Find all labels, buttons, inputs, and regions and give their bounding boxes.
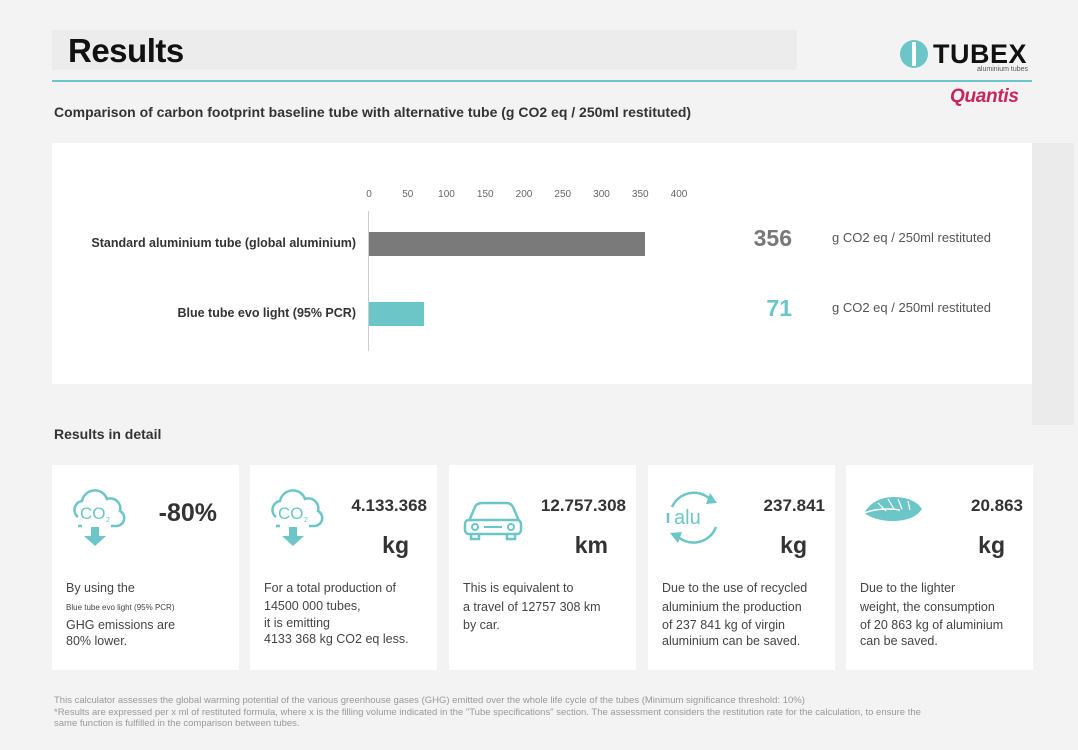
result-description: By using the Blue tube evo light (95% PC… bbox=[66, 579, 234, 649]
tubex-logo-icon bbox=[900, 40, 928, 68]
result-value: 12.757.308 bbox=[540, 496, 626, 515]
x-tick-label: 200 bbox=[515, 189, 533, 200]
x-tick-label: 350 bbox=[631, 189, 649, 200]
result-value: 4.133.368 bbox=[351, 496, 427, 515]
chart-bar bbox=[369, 232, 645, 256]
result-description: For a total production of 14500 000 tube… bbox=[264, 579, 432, 647]
result-card-ghg-reduction: CO 2 -80% By using the Blue tube evo lig… bbox=[52, 465, 239, 670]
result-card-lighter-weight: 20.863 kg Due to the lighter weight, the… bbox=[846, 465, 1033, 670]
description-line: a travel of 12757 308 km bbox=[463, 600, 601, 614]
description-line: Due to the use of recycled bbox=[662, 581, 808, 595]
chart-title: Comparison of carbon footprint baseline … bbox=[54, 104, 692, 120]
x-tick-label: 50 bbox=[402, 189, 414, 200]
co2-reduction-icon: CO 2 bbox=[73, 489, 126, 546]
quantis-logo: Quantis bbox=[950, 86, 1019, 107]
result-unit: kg bbox=[382, 532, 409, 558]
category-label: Blue tube evo light (95% PCR) bbox=[177, 306, 357, 320]
chart-bar bbox=[369, 302, 425, 326]
result-card-car-distance: 12.757.308 km This is equivalent to a tr… bbox=[449, 465, 636, 670]
header-divider bbox=[52, 80, 1032, 82]
description-line: GHG emissions are bbox=[66, 618, 176, 632]
result-unit: kg bbox=[780, 532, 807, 558]
aluminium-recycling-icon: alu bbox=[666, 491, 718, 544]
footnote: This calculator assesses the global warm… bbox=[54, 695, 1014, 730]
x-tick-label: 400 bbox=[670, 189, 688, 200]
result-value: 237.841 bbox=[763, 496, 825, 515]
bar-value-label: 71 bbox=[766, 295, 792, 321]
description-line: 80% lower. bbox=[66, 634, 128, 648]
tubex-logo: TUBEX aluminium tubes bbox=[900, 39, 1032, 76]
x-tick-label: 150 bbox=[476, 189, 494, 200]
description-line: aluminium the production bbox=[662, 600, 802, 614]
title-band bbox=[52, 30, 797, 70]
result-value: -80% bbox=[158, 499, 217, 527]
description-line: For a total production of bbox=[264, 581, 397, 595]
co2-reduction-icon: CO 2 bbox=[271, 489, 324, 546]
result-unit: km bbox=[574, 532, 608, 558]
result-description: This is equivalent to a travel of 12757 … bbox=[463, 579, 631, 633]
description-line: Blue tube evo light (95% PCR) bbox=[66, 603, 175, 612]
result-card-co2-saved: CO 2 4.133.368 kg For a total production… bbox=[250, 465, 437, 670]
x-tick-label: 100 bbox=[438, 189, 455, 200]
description-line: of 237 841 kg of virgin bbox=[662, 618, 785, 632]
svg-text:CO: CO bbox=[80, 504, 106, 523]
description-line: it is emitting bbox=[264, 616, 330, 630]
description-line: 14500 000 tubes, bbox=[264, 599, 361, 613]
result-unit: kg bbox=[978, 532, 1005, 558]
footnote-line: *Results are expressed per x ml of resti… bbox=[54, 706, 921, 718]
footnote-line: same function is fulfilled in the compar… bbox=[54, 718, 300, 729]
description-line: By using the bbox=[66, 581, 135, 595]
chart-side-panel bbox=[1032, 143, 1074, 425]
bar-unit-label: g CO2 eq / 250ml restituted bbox=[832, 230, 991, 245]
details-heading: Results in detail bbox=[54, 426, 162, 442]
feather-icon bbox=[863, 497, 922, 521]
result-description: Due to the use of recycled aluminium the… bbox=[662, 579, 830, 649]
result-card-recycled-aluminium: alu 237.841 kg Due to the use of recycle… bbox=[648, 465, 835, 670]
car-icon bbox=[463, 501, 523, 541]
page-title: Results bbox=[68, 32, 184, 69]
comparison-chart: 0 50 100 150 200 250 300 350 400 Standard alumini… bbox=[52, 143, 1032, 384]
description-line: 4133 368 kg CO2 eq less. bbox=[264, 632, 409, 646]
description-line: aluminium can be saved. bbox=[662, 634, 801, 648]
description-line: of 20 863 kg of aluminium bbox=[860, 618, 1004, 632]
svg-text:2: 2 bbox=[304, 517, 308, 524]
tubex-logo-tagline: aluminium tubes bbox=[977, 66, 1028, 73]
bar-unit-label: g CO2 eq / 250ml restituted bbox=[832, 300, 991, 315]
x-tick-label: 0 bbox=[366, 189, 372, 200]
result-value: 20.863 bbox=[971, 496, 1023, 515]
bar-value-label: 356 bbox=[753, 225, 792, 251]
svg-text:alu: alu bbox=[674, 507, 701, 529]
description-line: Due to the lighter bbox=[860, 581, 956, 595]
description-line: by car. bbox=[463, 618, 500, 632]
x-tick-label: 250 bbox=[554, 189, 572, 200]
svg-text:2: 2 bbox=[106, 517, 110, 524]
category-label: Standard aluminium tube (global aluminiu… bbox=[91, 236, 356, 250]
chart-axis-line bbox=[368, 211, 369, 351]
x-tick-label: 300 bbox=[593, 189, 610, 200]
footnote-line: This calculator assesses the global warm… bbox=[54, 695, 805, 706]
result-description: Due to the lighter weight, the consumpti… bbox=[860, 579, 1028, 649]
description-line: can be saved. bbox=[860, 634, 938, 648]
description-line: weight, the consumption bbox=[860, 600, 995, 614]
tubex-logo-wordmark: TUBEX bbox=[933, 39, 1028, 69]
description-line: This is equivalent to bbox=[463, 581, 574, 595]
svg-text:CO: CO bbox=[278, 504, 304, 523]
